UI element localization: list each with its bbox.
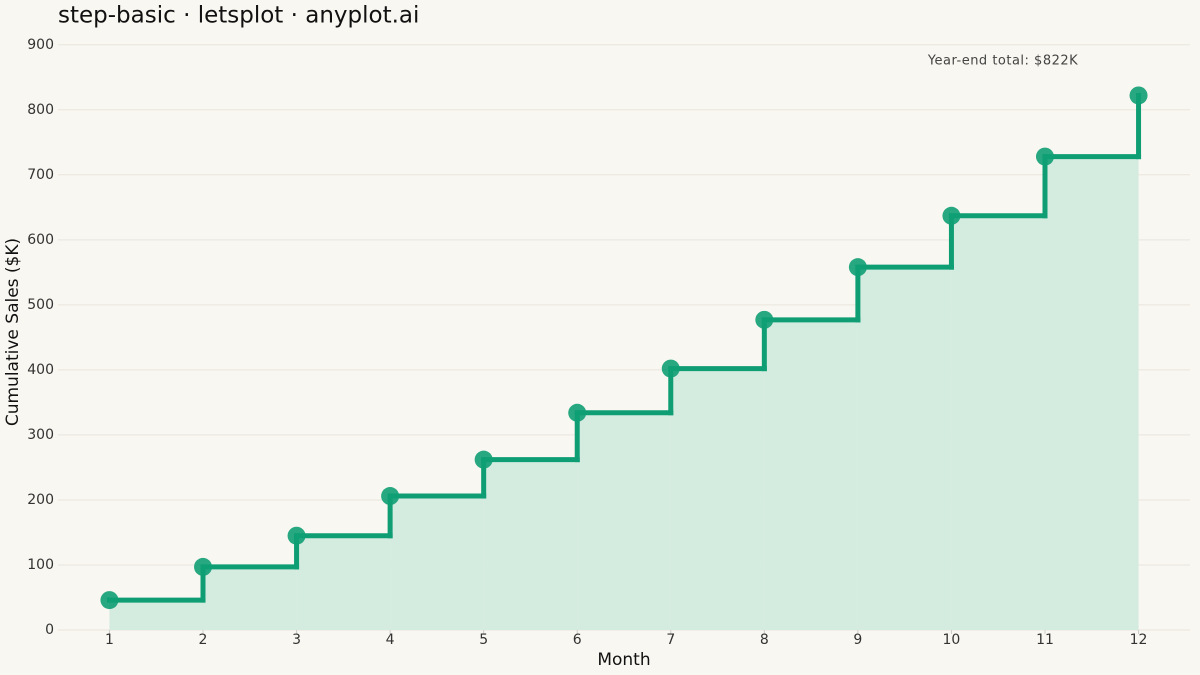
point <box>568 403 587 422</box>
x-tick-label: 3 <box>292 632 301 648</box>
y-tick-label: 600 <box>27 232 54 248</box>
annotation: Year-end total: $822K <box>927 54 1078 69</box>
area <box>109 600 204 630</box>
y-tick-label: 300 <box>27 427 54 443</box>
x-tick-label: 2 <box>199 632 208 648</box>
x-tick-label: 5 <box>479 632 488 648</box>
x-tick-label: 10 <box>943 632 961 648</box>
y-tick-label: 400 <box>27 362 54 378</box>
x-tick-label: 9 <box>853 632 862 648</box>
point <box>848 258 867 277</box>
point <box>194 557 213 576</box>
point <box>474 450 493 469</box>
area <box>857 267 952 630</box>
y-tick-label: 700 <box>27 167 54 183</box>
x-tick-label: 1 <box>105 632 114 648</box>
y-tick-label: 0 <box>45 622 54 638</box>
area <box>764 319 858 630</box>
point <box>755 310 774 329</box>
chart-title: step-basic · letsplot · anyplot.ai <box>58 3 419 29</box>
y-tick-label: 200 <box>27 492 54 508</box>
y-tick-label: 900 <box>27 37 54 53</box>
area <box>951 215 1045 631</box>
x-tick-label: 8 <box>760 632 769 648</box>
point <box>287 526 306 545</box>
area <box>390 496 484 630</box>
y-axis-label: Cumulative Sales ($K) <box>3 238 23 426</box>
area <box>483 459 578 630</box>
area <box>577 412 671 630</box>
point <box>661 359 680 378</box>
point <box>100 591 119 610</box>
point <box>1129 86 1148 105</box>
point <box>381 487 400 506</box>
area <box>1044 156 1139 631</box>
x-tick-label: 11 <box>1036 632 1054 648</box>
area <box>296 535 391 630</box>
y-tick-label: 500 <box>27 297 54 313</box>
y-tick-label: 800 <box>27 102 54 118</box>
x-axis-label: Month <box>597 650 650 670</box>
x-tick-label: 6 <box>573 632 582 648</box>
point <box>942 206 961 225</box>
x-tick-label: 4 <box>386 632 395 648</box>
point <box>1035 147 1054 166</box>
y-tick-label: 100 <box>27 557 54 573</box>
area <box>203 566 297 630</box>
x-tick-label: 12 <box>1130 632 1148 648</box>
area <box>670 368 765 630</box>
x-tick-label: 7 <box>666 632 675 648</box>
